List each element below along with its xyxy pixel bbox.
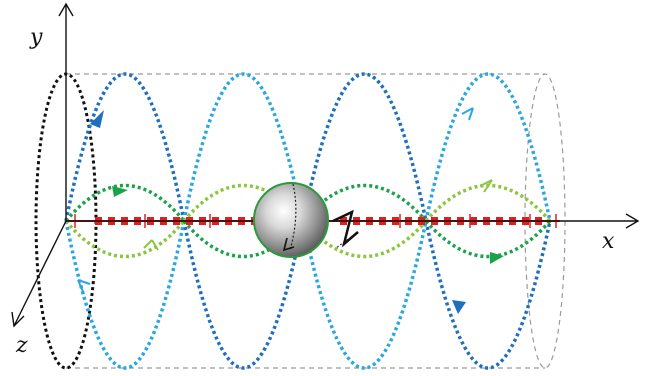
- coordinate-axes: [11, 2, 640, 328]
- flow-arrows: [77, 107, 504, 314]
- flow-direction-arrow-icon: [77, 279, 91, 295]
- z-axis-arrow-icon: [11, 311, 25, 328]
- y-axis-arrow-icon: [58, 2, 74, 17]
- zigzag-marker: [332, 209, 359, 248]
- flow-direction-arrow-icon: [452, 300, 466, 314]
- x-axis-label: x: [602, 229, 615, 254]
- blue-trajectory: [64, 72, 552, 370]
- flow-direction-arrow-icon: [112, 186, 128, 197]
- y-axis-label: y: [29, 25, 43, 50]
- flow-direction-arrow-icon: [479, 179, 493, 193]
- z-axis-label: z: [15, 333, 28, 358]
- flow-direction-arrow-icon: [490, 252, 504, 264]
- flow-direction-arrow-icon: [461, 107, 474, 121]
- flow-direction-arrow-icon: [143, 239, 159, 251]
- flow-direction-arrow-icon: [90, 110, 104, 128]
- zigzag-dashed-link: [335, 231, 359, 249]
- z-axis: [13, 220, 67, 327]
- x-axis-arrow-icon: [625, 213, 640, 229]
- gray-sphere-icon: [253, 182, 329, 258]
